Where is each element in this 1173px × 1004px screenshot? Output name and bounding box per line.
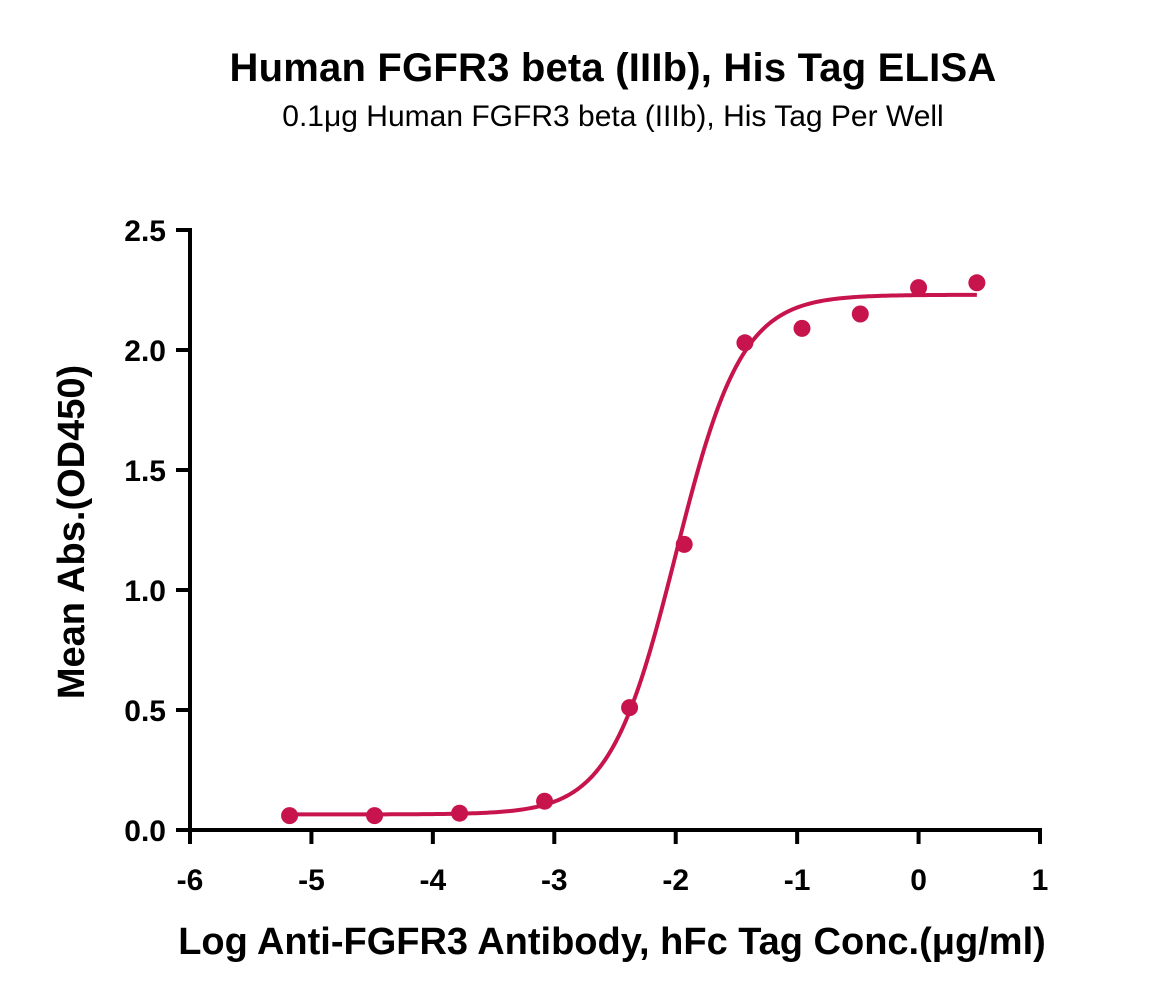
data-point bbox=[536, 792, 554, 810]
data-point bbox=[968, 274, 986, 292]
data-point bbox=[675, 535, 693, 553]
data-point bbox=[910, 279, 928, 297]
data-point bbox=[366, 807, 384, 825]
y-tick-label: 1.5 bbox=[124, 455, 166, 488]
x-tick-label: -6 bbox=[177, 864, 204, 897]
data-point bbox=[851, 305, 869, 323]
fit-curve-group bbox=[289, 292, 977, 817]
x-tick-label: 1 bbox=[1032, 864, 1049, 897]
data-point bbox=[621, 699, 639, 717]
data-point bbox=[281, 807, 299, 825]
y-tick-label: 0.0 bbox=[124, 815, 166, 848]
chart-title: Human FGFR3 beta (IIIb), His Tag ELISA bbox=[229, 46, 997, 90]
y-tick-label: 0.5 bbox=[124, 695, 166, 728]
ticks: -6 -5 -4 -3 -2 -1 0 1 0.0 0.5 1.0 1.5 2.0 2.5 bbox=[124, 215, 1048, 897]
y-tick-label: 2.5 bbox=[124, 215, 166, 248]
data-point bbox=[736, 334, 754, 352]
x-axis-label: Log Anti-FGFR3 Antibody, hFc Tag Conc.(μ… bbox=[178, 921, 1046, 963]
x-tick-label: -4 bbox=[420, 864, 447, 897]
fit-curve bbox=[289, 292, 977, 817]
x-tick-label: -2 bbox=[662, 864, 689, 897]
y-axis-label: Mean Abs.(OD450) bbox=[51, 365, 93, 699]
data-point bbox=[793, 319, 811, 337]
axes bbox=[188, 228, 1042, 832]
data-point bbox=[451, 804, 469, 822]
x-tick-label: -5 bbox=[298, 864, 325, 897]
chart-subtitle: 0.1μg Human FGFR3 beta (IIIb), His Tag P… bbox=[282, 100, 944, 133]
x-tick-label: 0 bbox=[910, 864, 927, 897]
x-tick-label: -1 bbox=[784, 864, 811, 897]
x-tick-label: -3 bbox=[541, 864, 568, 897]
y-tick-label: 1.0 bbox=[124, 575, 166, 608]
y-tick-label: 2.0 bbox=[124, 335, 166, 368]
data-points bbox=[281, 274, 986, 825]
